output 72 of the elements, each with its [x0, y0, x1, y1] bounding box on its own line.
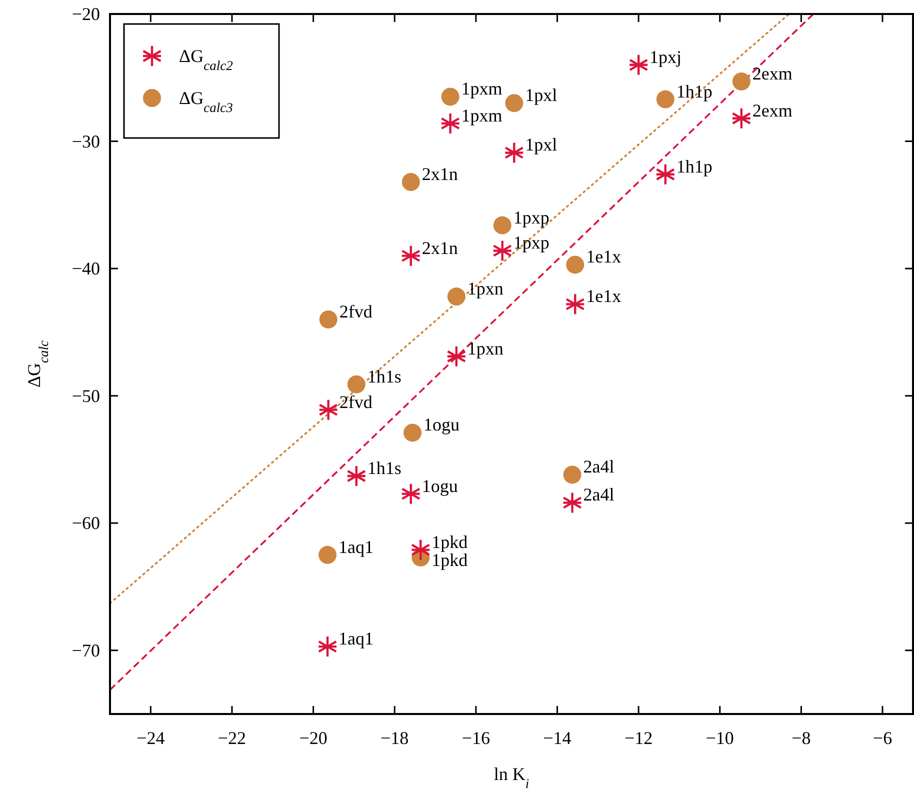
point: [505, 94, 524, 112]
point: [628, 54, 649, 76]
point: [319, 310, 338, 328]
annotation: 1pxl: [525, 134, 558, 155]
annotation: 1pxm: [461, 105, 502, 126]
y-tick-label: −70: [72, 640, 100, 660]
point: [317, 635, 338, 658]
annotation: 1pxj: [650, 46, 682, 67]
point: [347, 375, 366, 394]
point: [504, 142, 524, 164]
annotation: 1pxn: [467, 278, 504, 299]
annotation: 1e1x: [586, 286, 622, 306]
annotation: 1ogu: [423, 414, 460, 435]
annotation: 2a4l: [583, 484, 614, 505]
point: [410, 538, 431, 561]
x-tick-label: −12: [624, 728, 653, 748]
annotation: 2x1n: [422, 164, 458, 184]
x-tick-label: −8: [792, 728, 811, 748]
annotation: 2fvd: [339, 301, 372, 322]
annotation: 1pkd: [432, 532, 468, 552]
annotation: 2fvd: [339, 392, 372, 412]
x-tick-label: −14: [543, 728, 572, 748]
x-tick-label: −22: [218, 728, 246, 748]
point: [346, 464, 366, 488]
point: [318, 546, 337, 564]
point: [566, 256, 584, 274]
point: [493, 216, 512, 234]
annotation: 1h1s: [367, 366, 402, 386]
point: [447, 288, 466, 306]
annotation: 1pxp: [513, 232, 550, 253]
point: [563, 466, 582, 484]
annotation: 1pxn: [467, 338, 504, 358]
point: [446, 345, 467, 368]
y-tick-label: −50: [72, 386, 100, 406]
annotation: 1pxp: [513, 207, 550, 228]
annotation: 2exm: [752, 100, 792, 120]
point: [402, 173, 420, 191]
annotation: 1pxm: [461, 78, 502, 99]
annotation: 1pxl: [525, 85, 558, 106]
y-tick-label: −30: [72, 131, 100, 152]
point: [565, 293, 586, 316]
x-axis-title: ln K$_{i}$: [494, 764, 530, 790]
x-tick-label: −16: [462, 728, 490, 748]
x-tick-label: −18: [380, 728, 409, 748]
annotation: 1aq1: [338, 536, 374, 557]
point: [655, 163, 676, 186]
x-tick-label: −24: [136, 728, 165, 748]
annotation: 2a4l: [583, 456, 614, 477]
annotation: 1h1p: [676, 156, 712, 176]
point: [656, 90, 674, 108]
y-tick-label: −60: [72, 513, 100, 534]
annotation: 1h1p: [676, 81, 712, 102]
point: [403, 424, 422, 442]
point: [732, 72, 750, 90]
annotation: 1ogu: [422, 476, 458, 496]
annotation: 1aq1: [338, 628, 374, 649]
y-tick-label: −40: [72, 258, 100, 279]
annotation: 1h1s: [367, 458, 402, 478]
legend-label: ΔG$_{calc2}$: [179, 46, 234, 72]
point: [441, 88, 460, 106]
point: [400, 244, 421, 267]
annotation: 2x1n: [422, 238, 458, 258]
y-tick-label: −20: [72, 4, 100, 24]
x-tick-label: −20: [299, 728, 328, 748]
annotation: 1e1x: [586, 246, 622, 267]
point: [318, 398, 338, 421]
annotation: 2exm: [752, 63, 792, 84]
point: [400, 482, 421, 505]
point: [562, 492, 582, 514]
x-tick-label: −6: [872, 728, 892, 748]
x-tick-label: −10: [706, 728, 734, 748]
legend-label: ΔG$_{calc3}$: [179, 88, 234, 114]
